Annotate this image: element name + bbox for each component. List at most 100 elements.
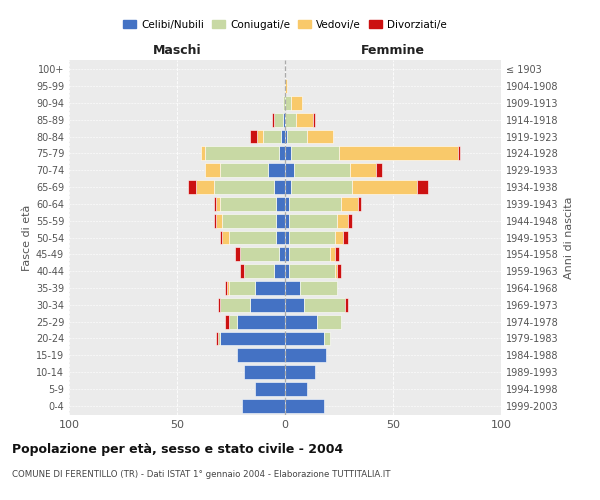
Bar <box>239 264 244 278</box>
Bar <box>277 197 285 210</box>
Bar <box>331 248 335 261</box>
Bar <box>307 130 332 143</box>
Bar <box>216 332 218 345</box>
Bar <box>285 314 317 328</box>
Bar <box>293 164 350 177</box>
Bar <box>285 146 292 160</box>
Bar <box>296 113 313 126</box>
Bar <box>285 96 292 110</box>
Bar <box>283 96 285 110</box>
Bar <box>244 365 285 379</box>
Bar <box>250 298 285 312</box>
Bar <box>285 248 289 261</box>
Bar <box>223 230 229 244</box>
Bar <box>188 180 196 194</box>
Bar <box>238 348 285 362</box>
Bar <box>285 348 326 362</box>
Bar <box>285 332 324 345</box>
Text: Maschi: Maschi <box>152 44 202 58</box>
Bar <box>250 130 257 143</box>
Bar <box>289 248 331 261</box>
Bar <box>255 382 285 396</box>
Legend: Celibi/Nubili, Coniugati/e, Vedovi/e, Divorziati/e: Celibi/Nubili, Coniugati/e, Vedovi/e, Di… <box>119 16 451 34</box>
Bar <box>376 164 382 177</box>
Bar <box>317 314 341 328</box>
Bar <box>278 146 285 160</box>
Bar <box>358 197 361 210</box>
Bar <box>281 130 285 143</box>
Bar <box>223 214 277 228</box>
Bar <box>216 197 220 210</box>
Bar <box>300 281 337 295</box>
Bar <box>224 281 227 295</box>
Bar <box>285 164 293 177</box>
Bar <box>350 164 376 177</box>
Bar <box>289 264 335 278</box>
Bar <box>289 214 337 228</box>
Y-axis label: Fasce di età: Fasce di età <box>22 204 32 270</box>
Bar <box>285 113 296 126</box>
Bar <box>283 113 285 126</box>
Bar <box>285 214 289 228</box>
Bar <box>220 230 223 244</box>
Bar <box>337 214 347 228</box>
Bar <box>339 146 458 160</box>
Bar <box>335 230 343 244</box>
Y-axis label: Anni di nascita: Anni di nascita <box>564 196 574 279</box>
Bar <box>274 180 285 194</box>
Bar <box>272 113 274 126</box>
Bar <box>343 230 347 244</box>
Bar <box>214 214 216 228</box>
Bar <box>227 281 229 295</box>
Bar <box>218 332 220 345</box>
Bar <box>458 146 460 160</box>
Text: COMUNE DI FERENTILLO (TR) - Dati ISTAT 1° gennaio 2004 - Elaborazione TUTTITALIA: COMUNE DI FERENTILLO (TR) - Dati ISTAT 1… <box>12 470 391 479</box>
Bar <box>285 264 289 278</box>
Bar <box>285 281 300 295</box>
Bar <box>220 298 250 312</box>
Bar <box>238 314 285 328</box>
Bar <box>263 130 281 143</box>
Bar <box>292 146 339 160</box>
Bar <box>285 79 287 93</box>
Bar <box>196 180 214 194</box>
Bar <box>224 314 229 328</box>
Bar <box>274 113 283 126</box>
Bar <box>285 230 289 244</box>
Bar <box>285 180 292 194</box>
Bar <box>285 399 324 412</box>
Bar <box>220 332 285 345</box>
Bar <box>292 96 302 110</box>
Bar <box>229 230 277 244</box>
Bar <box>229 281 255 295</box>
Bar <box>205 164 220 177</box>
Bar <box>244 264 274 278</box>
Bar <box>235 248 239 261</box>
Bar <box>285 130 287 143</box>
Bar <box>335 264 337 278</box>
Bar <box>285 298 304 312</box>
Bar <box>277 214 285 228</box>
Bar <box>205 146 278 160</box>
Bar <box>346 298 347 312</box>
Bar <box>216 214 223 228</box>
Bar <box>417 180 428 194</box>
Bar <box>341 197 358 210</box>
Bar <box>285 365 315 379</box>
Text: Popolazione per età, sesso e stato civile - 2004: Popolazione per età, sesso e stato civil… <box>12 442 343 456</box>
Bar <box>278 248 285 261</box>
Bar <box>337 264 341 278</box>
Bar <box>242 399 285 412</box>
Bar <box>218 298 220 312</box>
Bar <box>304 298 346 312</box>
Bar <box>220 197 277 210</box>
Bar <box>285 197 289 210</box>
Bar <box>214 180 274 194</box>
Bar <box>220 164 268 177</box>
Bar <box>257 130 263 143</box>
Bar <box>287 130 307 143</box>
Bar <box>335 248 339 261</box>
Bar <box>239 248 278 261</box>
Bar <box>229 314 238 328</box>
Bar <box>347 214 352 228</box>
